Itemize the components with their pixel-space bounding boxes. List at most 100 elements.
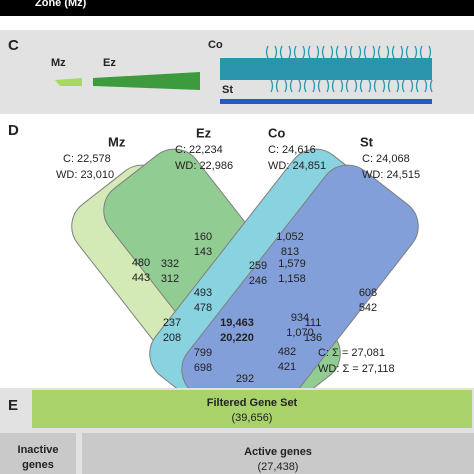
region-count: 143	[194, 246, 212, 258]
region-count: 480	[132, 257, 150, 269]
root-hair	[289, 79, 293, 93]
root-hair	[429, 79, 433, 93]
root-hair	[396, 79, 400, 93]
region-count: 136	[304, 332, 322, 344]
filtered-box	[32, 390, 472, 428]
root-hair	[326, 79, 330, 93]
root-hair	[312, 79, 316, 93]
region-count: 542	[359, 302, 377, 314]
root-hair	[373, 79, 377, 93]
root-hair	[274, 45, 278, 59]
total: WD: Σ = 27,118	[318, 363, 395, 375]
venn	[71, 148, 419, 432]
set-name: Co	[268, 125, 285, 140]
zone-label: St	[222, 84, 233, 96]
root-hair	[345, 79, 349, 93]
root-hair	[288, 45, 292, 59]
root-hair	[303, 79, 307, 93]
filtered-title: Filtered Gene Set	[207, 397, 298, 409]
root-hair	[302, 45, 306, 59]
root-hair	[316, 45, 320, 59]
root-hair	[414, 45, 418, 59]
set-count: WD: 24,851	[268, 160, 326, 172]
region-count: 208	[163, 332, 181, 344]
region-count: 20,220	[220, 332, 254, 344]
set-name: Mz	[108, 134, 126, 149]
st-shape	[220, 99, 432, 104]
panel-label: D	[8, 122, 19, 139]
zone-label: Mz	[51, 57, 66, 69]
region-count: 19,463	[220, 317, 254, 329]
region-count: 608	[359, 287, 377, 299]
root-hair	[298, 79, 302, 93]
root-hair	[330, 45, 334, 59]
set-count: WD: 22,986	[175, 160, 233, 172]
region-count: 1,052	[276, 231, 304, 243]
root-hair	[349, 45, 353, 59]
region-count: 421	[278, 361, 296, 373]
region-count: 292	[236, 373, 254, 385]
region-count: 1,158	[278, 273, 306, 285]
region-count: 443	[132, 272, 150, 284]
root-hairs	[265, 45, 433, 93]
root-hair	[340, 79, 344, 93]
root-hair	[372, 45, 376, 59]
set-count: WD: 23,010	[56, 169, 114, 181]
root-hair	[368, 79, 372, 93]
root-hair	[321, 45, 325, 59]
root-hair	[293, 45, 297, 59]
inactive-label: genes	[22, 459, 54, 471]
region-count: 698	[194, 362, 212, 374]
active-box	[82, 433, 474, 474]
region-count: 478	[194, 302, 212, 314]
root-hair	[428, 45, 432, 59]
root-hair	[307, 45, 311, 59]
root-hair	[386, 45, 390, 59]
root-hair	[401, 79, 405, 93]
region-count: 160	[194, 231, 212, 243]
root-hair	[279, 45, 283, 59]
region-count: 332	[161, 258, 179, 270]
set-count: WD: 24,515	[362, 169, 420, 181]
region-count: 259	[249, 260, 267, 272]
root-hair	[270, 79, 274, 93]
filtered-count: (39,656)	[232, 412, 273, 424]
region-count: 799	[194, 347, 212, 359]
root-hair	[317, 79, 321, 93]
set-name: Ez	[196, 125, 212, 140]
root-hair	[391, 45, 395, 59]
root-hair	[359, 79, 363, 93]
active-label: Active genes	[244, 446, 312, 458]
root-hair	[331, 79, 335, 93]
top-bar-text: Zone (Mz)	[35, 0, 87, 9]
root-hair	[405, 45, 409, 59]
active-count: (27,438)	[258, 461, 299, 473]
total: C: Σ = 27,081	[318, 347, 385, 359]
set-count: C: 22,234	[175, 144, 223, 156]
region-count: 1,070	[286, 327, 314, 339]
root-hair	[335, 45, 339, 59]
region-count: 813	[281, 246, 299, 258]
set-name: St	[360, 134, 374, 149]
region-count: 246	[249, 275, 267, 287]
root-hair	[400, 45, 404, 59]
panel-label: C	[8, 37, 19, 54]
region-count: 1,579	[278, 258, 306, 270]
inactive-box	[0, 433, 76, 474]
zone-label: Ez	[103, 57, 116, 69]
region-count: 934	[291, 312, 309, 324]
region-count: 312	[161, 273, 179, 285]
mz-shape	[55, 78, 82, 86]
root-hair	[415, 79, 419, 93]
region-count: 482	[278, 346, 296, 358]
set-count: C: 22,578	[63, 153, 111, 165]
region-count: 237	[163, 317, 181, 329]
root-hair	[363, 45, 367, 59]
root-hair	[382, 79, 386, 93]
root-hair	[419, 45, 423, 59]
root-hair	[265, 45, 269, 59]
region-count: 493	[194, 287, 212, 299]
panel-label: E	[8, 397, 18, 414]
root-hair	[275, 79, 279, 93]
root-hair	[377, 45, 381, 59]
